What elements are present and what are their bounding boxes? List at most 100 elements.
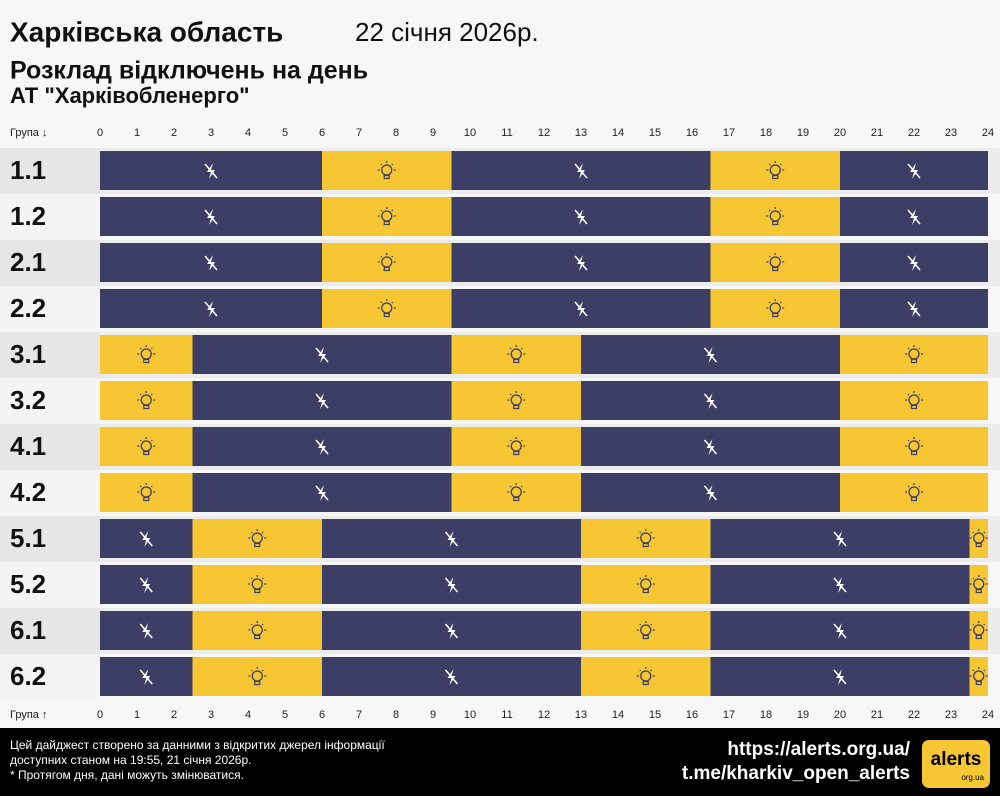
logo: alerts (931, 749, 982, 770)
x-tick-label: 24 (982, 709, 994, 721)
segment-group (322, 197, 452, 236)
row-label: 4.1 (10, 431, 46, 461)
off-icon (204, 255, 218, 271)
row-label: 3.1 (10, 339, 46, 369)
segment (451, 381, 581, 420)
ray (983, 577, 986, 580)
off-icon (315, 439, 329, 455)
slash (833, 669, 847, 685)
ray (380, 163, 383, 166)
segment-group (840, 289, 988, 328)
date: 22 січня 2026р. (355, 17, 539, 47)
segment-group (451, 243, 711, 282)
segment (581, 519, 711, 558)
segment (322, 289, 452, 328)
slash (574, 301, 588, 317)
logo-domain: org.ua (961, 773, 984, 782)
off-icon (907, 301, 921, 317)
bulb-base (143, 450, 150, 456)
bulb-base (910, 404, 918, 410)
slash (703, 347, 718, 363)
bulb-base (513, 450, 520, 456)
segment-group (840, 243, 988, 282)
footer-link[interactable]: t.me/kharkiv_open_alerts (682, 763, 910, 784)
segment-group (451, 427, 581, 466)
segment (322, 243, 452, 282)
segment-group (192, 611, 322, 650)
slash (444, 669, 459, 685)
off-icon (139, 623, 153, 639)
ray (139, 393, 142, 396)
off-icon (444, 577, 459, 593)
ray (380, 209, 383, 212)
off-icon (574, 163, 588, 179)
footer-link[interactable]: https://alerts.org.ua/ (727, 739, 910, 760)
ray (520, 485, 523, 488)
ray (150, 485, 153, 488)
x-tick-label: 7 (356, 127, 362, 139)
bulb-base (513, 404, 520, 410)
segment-group (581, 335, 840, 374)
ray (768, 209, 771, 212)
x-tick-label: 16 (686, 127, 698, 139)
x-tick-label: 5 (282, 127, 288, 139)
company: АТ "Харківобленерго" (10, 83, 250, 108)
ray (150, 439, 153, 442)
on-icon (905, 345, 923, 364)
segment-group (100, 427, 193, 466)
segment (840, 381, 988, 420)
ray (768, 301, 771, 304)
segment-group (840, 197, 988, 236)
on-icon (137, 437, 156, 456)
subtitle: Розклад відключень на день (10, 57, 368, 85)
bulb-base (910, 496, 918, 502)
bulb-base (383, 220, 390, 226)
segment-group (322, 519, 581, 558)
x-tick-label: 17 (723, 709, 735, 721)
on-icon (507, 345, 526, 364)
ray (520, 439, 523, 442)
off-icon (139, 577, 153, 593)
x-tick-label: 6 (319, 709, 325, 721)
ray (639, 623, 642, 626)
segment-group (451, 289, 711, 328)
row-label: 5.1 (10, 523, 46, 553)
ray (139, 439, 142, 442)
bulb-base (254, 634, 261, 640)
segment (581, 657, 711, 696)
ray (139, 485, 142, 488)
slash (315, 393, 329, 409)
bulb-base (772, 312, 779, 318)
off-icon (204, 163, 218, 179)
on-icon (137, 345, 156, 364)
ray (907, 347, 910, 350)
bulb-base (143, 404, 150, 410)
off-icon (833, 577, 847, 593)
ray (907, 439, 910, 442)
segment (100, 473, 193, 512)
ray (509, 393, 512, 396)
segment-group (100, 197, 322, 236)
ray (391, 301, 394, 304)
segment-group (840, 427, 988, 466)
segment (100, 381, 193, 420)
chart-title: Харківська область (10, 16, 283, 47)
slash (139, 623, 153, 639)
slash (139, 669, 153, 685)
segment-group (581, 427, 840, 466)
segment-group (192, 473, 452, 512)
x-tick-label: 4 (245, 127, 251, 139)
segment-group (192, 657, 322, 696)
bulb-base (975, 634, 982, 640)
ray (972, 531, 975, 534)
on-icon (766, 161, 785, 180)
segment-group (100, 473, 193, 512)
segment (710, 289, 840, 328)
off-icon (703, 347, 718, 363)
segment-group (451, 473, 581, 512)
x-tick-label: 1 (134, 709, 140, 721)
segment (840, 335, 988, 374)
ray (907, 485, 910, 488)
ray (391, 163, 394, 166)
segment-group (100, 381, 193, 420)
